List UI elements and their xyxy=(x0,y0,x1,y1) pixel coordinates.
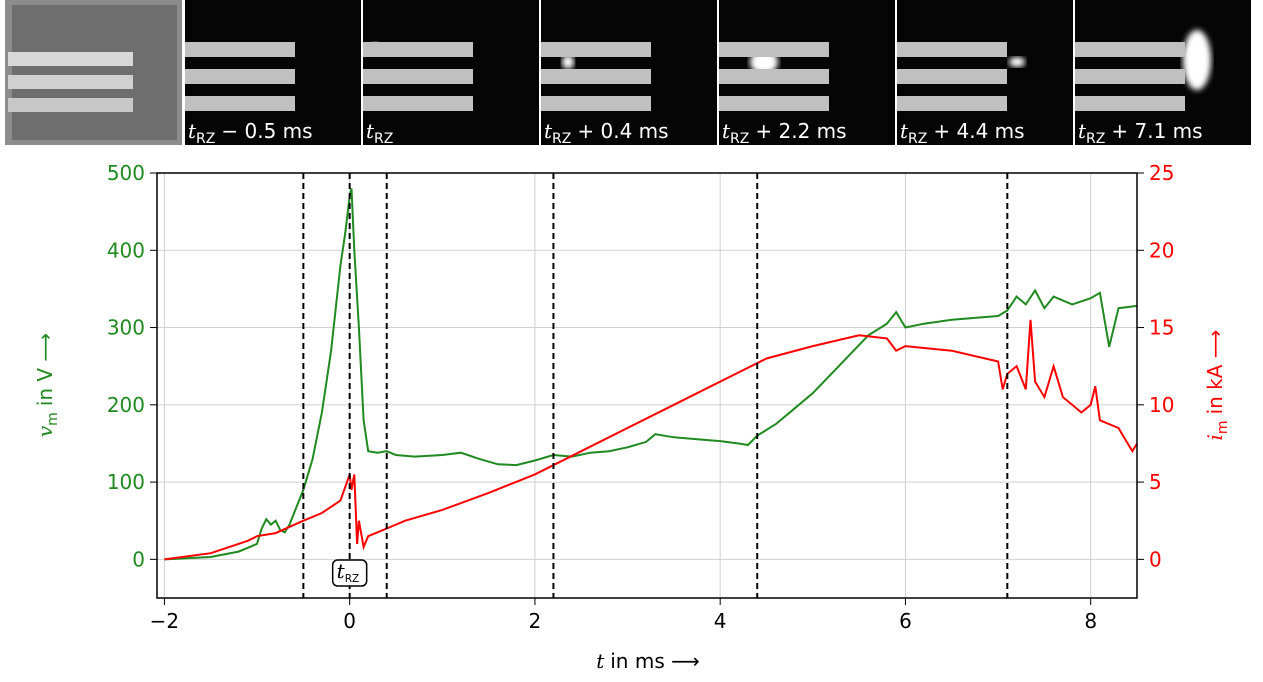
electrode xyxy=(897,96,1007,111)
flash xyxy=(1183,30,1211,90)
y2-tick-label: 25 xyxy=(1149,161,1174,185)
label-text: in V ⟶ xyxy=(33,333,57,406)
electrode xyxy=(185,69,295,84)
y-tick-label: 400 xyxy=(107,238,145,262)
plot-frame xyxy=(156,172,1138,599)
annotation: tRZ xyxy=(337,559,360,585)
x-tick-label: 6 xyxy=(899,609,912,633)
electrode xyxy=(897,69,1007,84)
electrode xyxy=(719,42,829,57)
label-text: − 0.5 ms xyxy=(221,119,312,143)
x-tick-label: −2 xyxy=(150,609,179,633)
panel-label: tRZ + 2.2 ms xyxy=(722,119,847,147)
electrode xyxy=(185,96,295,111)
label-subscript: m xyxy=(1215,420,1231,434)
x-tick-label: 8 xyxy=(1084,609,1097,633)
electrode xyxy=(897,42,1007,57)
label-text: + 4.4 ms xyxy=(933,119,1024,143)
label-text: + 7.1 ms xyxy=(1111,119,1202,143)
panel-label: tRZ + 4.4 ms xyxy=(900,119,1025,147)
panel-label: tRZ + 7.1 ms xyxy=(1078,119,1203,147)
y2-tick-label: 0 xyxy=(1149,547,1162,571)
x-axis-label: t in ms ⟶ xyxy=(596,649,700,673)
label-subscript: RZ xyxy=(552,131,571,147)
label-subscript: m xyxy=(45,412,61,426)
label-variable: t xyxy=(366,119,375,143)
label-subscript: RZ xyxy=(730,131,749,147)
y2-tick-label: 20 xyxy=(1149,238,1174,262)
image-panel: tRZ + 7.1 ms xyxy=(1075,0,1251,147)
label-variable: t xyxy=(900,119,909,143)
series-line xyxy=(164,188,1138,561)
label-text: in ms ⟶ xyxy=(610,649,700,673)
image-panel: tRZ + 4.4 ms xyxy=(897,0,1073,147)
flash xyxy=(1009,57,1025,67)
y-tick-label: 100 xyxy=(107,470,145,494)
y2-tick-label: 5 xyxy=(1149,470,1162,494)
electrode xyxy=(541,42,651,57)
series-line xyxy=(164,319,1138,561)
label-subscript: RZ xyxy=(345,573,360,585)
panel-label: tRZ + 0.4 ms xyxy=(544,119,669,147)
label-text: + 2.2 ms xyxy=(755,119,846,143)
label-variable: v xyxy=(33,425,57,437)
label-subscript: RZ xyxy=(908,131,927,147)
x-tick-label: 2 xyxy=(529,609,542,633)
image-panel: tRZ xyxy=(363,0,539,147)
flash xyxy=(562,55,574,69)
y-tick-label: 0 xyxy=(132,547,145,571)
label-subscript: RZ xyxy=(1086,131,1105,147)
label-text: in kA ⟶ xyxy=(1203,330,1227,415)
electrode xyxy=(1075,96,1185,111)
label-subscript: RZ xyxy=(374,131,393,147)
y-axis-label: vm in V ⟶ xyxy=(33,333,61,437)
label-variable: t xyxy=(337,559,346,583)
electrode xyxy=(363,69,473,84)
label-subscript: RZ xyxy=(196,131,215,147)
photo-panel xyxy=(5,0,182,145)
image-panel: tRZ + 2.2 ms xyxy=(719,0,895,147)
x-tick-label: 4 xyxy=(714,609,727,633)
annotation-box xyxy=(331,559,368,587)
electrode xyxy=(363,42,473,57)
y-tick-label: 300 xyxy=(107,316,145,340)
label-variable: t xyxy=(188,119,197,143)
label-variable: t xyxy=(722,119,731,143)
electrode xyxy=(1075,69,1185,84)
label-text: + 0.4 ms xyxy=(577,119,668,143)
panel-label: tRZ xyxy=(366,119,393,147)
electrode xyxy=(185,42,295,57)
electrode xyxy=(541,69,651,84)
electrode xyxy=(541,96,651,111)
label-variable: t xyxy=(544,119,553,143)
label-variable: i xyxy=(1203,434,1227,440)
y2-tick-label: 15 xyxy=(1149,316,1174,340)
panel-label: tRZ − 0.5 ms xyxy=(188,119,313,147)
y2-axis-label: im in kA ⟶ xyxy=(1203,330,1231,441)
electrode xyxy=(719,69,829,84)
x-tick-label: 0 xyxy=(343,609,356,633)
image-panel: tRZ − 0.5 ms xyxy=(185,0,361,147)
y-tick-label: 500 xyxy=(107,161,145,185)
label-variable: t xyxy=(1078,119,1087,143)
electrode xyxy=(719,96,829,111)
electrode xyxy=(363,96,473,111)
y2-tick-label: 10 xyxy=(1149,393,1174,417)
label-variable: t xyxy=(596,649,605,673)
electrode xyxy=(1075,42,1185,57)
y-tick-label: 200 xyxy=(107,393,145,417)
image-panel: tRZ + 0.4 ms xyxy=(541,0,717,147)
